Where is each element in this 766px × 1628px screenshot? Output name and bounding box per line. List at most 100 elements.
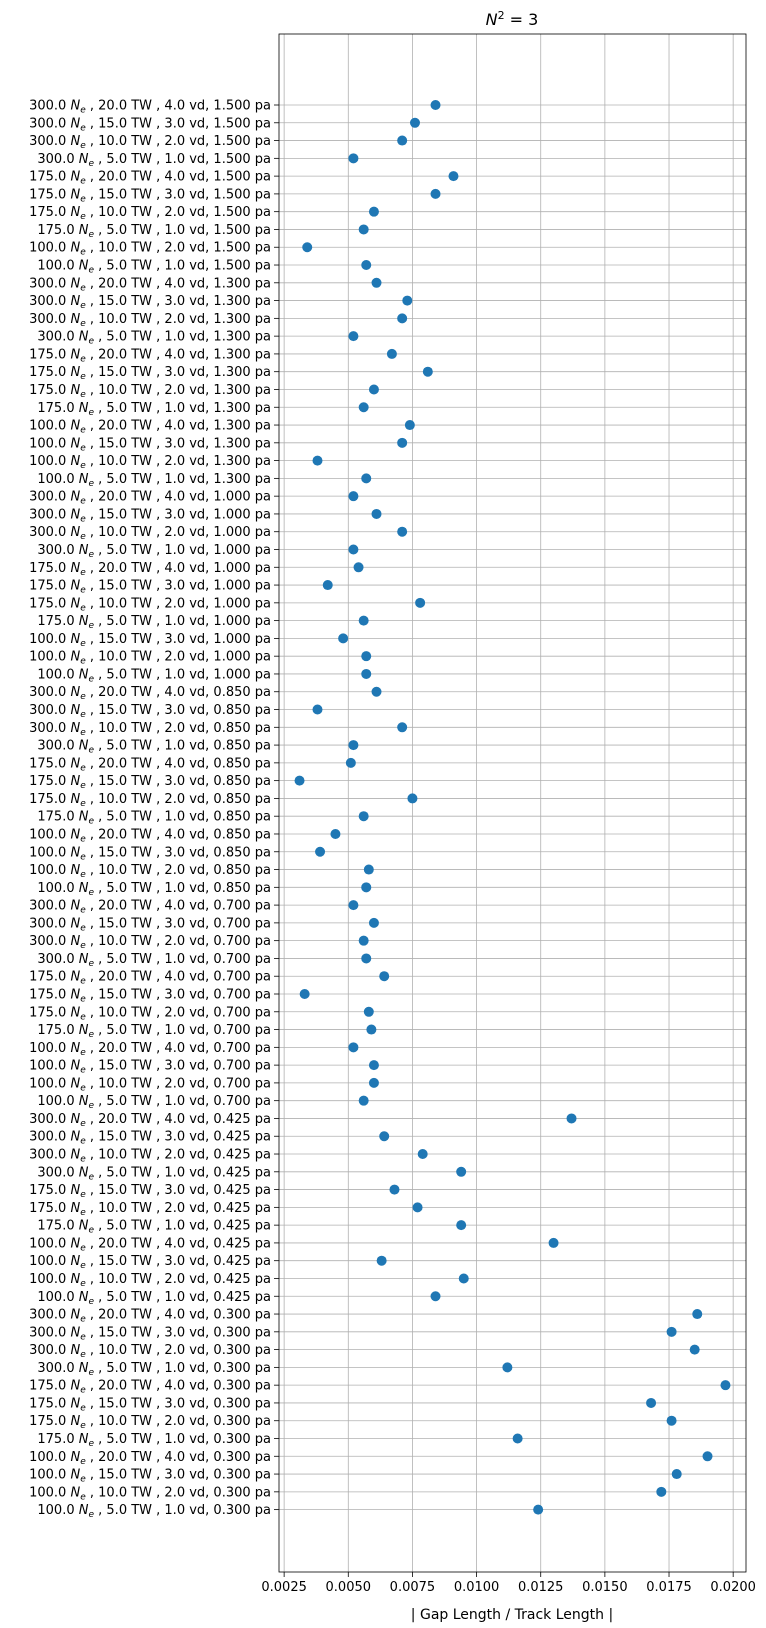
data-point — [312, 455, 323, 466]
x-axis-label: | Gap Length / Track Length | — [411, 1607, 613, 1623]
data-point — [361, 473, 372, 484]
y-tick-label: 300.0 Ne , 10.0 TW , 2.0 vd, 0.300 pa — [29, 1343, 271, 1360]
data-point — [430, 1291, 441, 1302]
y-tick-label: 100.0 Ne , 5.0 TW , 1.0 vd, 0.425 pa — [37, 1290, 271, 1307]
y-tick-label: 100.0 Ne , 5.0 TW , 1.0 vd, 0.850 pa — [37, 881, 271, 898]
y-tick-label: 100.0 Ne , 15.0 TW , 3.0 vd, 0.300 pa — [29, 1468, 271, 1485]
y-tick-label: 300.0 Ne , 20.0 TW , 4.0 vd, 0.300 pa — [29, 1308, 271, 1325]
y-tick-label: 300.0 Ne , 10.0 TW , 2.0 vd, 0.700 pa — [29, 934, 271, 951]
y-tick-label: 175.0 Ne , 20.0 TW , 4.0 vd, 0.300 pa — [29, 1379, 271, 1396]
data-point — [294, 775, 305, 786]
chart-title: N2 = 3 — [486, 9, 539, 29]
data-point — [409, 117, 420, 128]
data-point — [371, 508, 382, 519]
y-tick-label: 300.0 Ne , 10.0 TW , 2.0 vd, 0.850 pa — [29, 721, 271, 738]
y-tick-label: 100.0 Ne , 20.0 TW , 4.0 vd, 0.700 pa — [29, 1041, 271, 1058]
y-tick-label: 100.0 Ne , 20.0 TW , 4.0 vd, 1.300 pa — [29, 419, 271, 436]
y-tick-label: 300.0 Ne , 15.0 TW , 3.0 vd, 0.850 pa — [29, 703, 271, 720]
data-point — [358, 224, 369, 235]
data-point — [430, 188, 441, 199]
y-tick-label: 100.0 Ne , 15.0 TW , 3.0 vd, 1.300 pa — [29, 436, 271, 453]
y-tick-label: 175.0 Ne , 15.0 TW , 3.0 vd, 1.300 pa — [29, 365, 271, 382]
data-point — [386, 348, 397, 359]
data-point — [376, 1255, 387, 1266]
y-tick-label: 300.0 Ne , 20.0 TW , 4.0 vd, 0.425 pa — [29, 1112, 271, 1129]
x-tick-label: 0.0025 — [261, 1580, 307, 1595]
x-tick-label: 0.0150 — [582, 1580, 628, 1595]
data-point — [407, 793, 418, 804]
y-tick-label: 300.0 Ne , 5.0 TW , 1.0 vd, 1.500 pa — [37, 152, 271, 169]
data-point — [402, 295, 413, 306]
data-point — [348, 544, 359, 555]
data-point — [702, 1451, 713, 1462]
data-point — [361, 668, 372, 679]
data-point — [646, 1397, 657, 1408]
data-point — [397, 526, 408, 537]
y-tick-label: 300.0 Ne , 5.0 TW , 1.0 vd, 0.850 pa — [37, 739, 271, 756]
data-point — [358, 615, 369, 626]
y-tick-label: 175.0 Ne , 20.0 TW , 4.0 vd, 1.000 pa — [29, 561, 271, 578]
y-tick-label: 100.0 Ne , 15.0 TW , 3.0 vd, 0.425 pa — [29, 1254, 271, 1271]
data-point — [666, 1415, 677, 1426]
data-point — [371, 686, 382, 697]
y-tick-label: 300.0 Ne , 10.0 TW , 2.0 vd, 0.425 pa — [29, 1148, 271, 1165]
data-point — [566, 1113, 577, 1124]
data-point — [397, 135, 408, 146]
y-tick-label: 175.0 Ne , 10.0 TW , 2.0 vd, 1.300 pa — [29, 383, 271, 400]
data-point — [315, 846, 326, 857]
y-tick-label: 300.0 Ne , 10.0 TW , 2.0 vd, 1.000 pa — [29, 525, 271, 542]
x-tick-label: 0.0175 — [646, 1580, 692, 1595]
data-point — [448, 171, 459, 182]
y-tick-label: 175.0 Ne , 15.0 TW , 3.0 vd, 0.850 pa — [29, 774, 271, 791]
y-tick-label: 100.0 Ne , 10.0 TW , 2.0 vd, 1.000 pa — [29, 650, 271, 667]
y-tick-label: 175.0 Ne , 5.0 TW , 1.0 vd, 1.500 pa — [37, 223, 271, 240]
y-tick-label: 300.0 Ne , 5.0 TW , 1.0 vd, 0.425 pa — [37, 1165, 271, 1182]
y-tick-label: 100.0 Ne , 5.0 TW , 1.0 vd, 1.300 pa — [37, 472, 271, 489]
data-point — [299, 989, 310, 999]
y-tick-label: 300.0 Ne , 15.0 TW , 3.0 vd, 0.700 pa — [29, 916, 271, 933]
data-point — [415, 597, 426, 608]
data-point — [389, 1184, 400, 1195]
data-point — [412, 1202, 423, 1213]
data-point — [353, 562, 364, 573]
data-point — [361, 260, 372, 271]
y-tick-label: 175.0 Ne , 20.0 TW , 4.0 vd, 0.700 pa — [29, 970, 271, 987]
data-point — [368, 1077, 379, 1088]
x-tick-label: 0.0200 — [710, 1580, 756, 1595]
y-tick-label: 300.0 Ne , 15.0 TW , 3.0 vd, 0.300 pa — [29, 1325, 271, 1342]
data-point — [397, 437, 408, 448]
data-point — [345, 757, 356, 768]
y-tick-label: 100.0 Ne , 5.0 TW , 1.0 vd, 0.700 pa — [37, 1094, 271, 1111]
data-point — [548, 1237, 559, 1248]
title-rest: = 3 — [505, 10, 539, 29]
data-point — [302, 242, 313, 253]
y-tick-label: 300.0 Ne , 15.0 TW , 3.0 vd, 1.000 pa — [29, 507, 271, 524]
data-point — [338, 633, 349, 644]
data-point — [358, 811, 369, 822]
y-tick-label: 100.0 Ne , 10.0 TW , 2.0 vd, 1.500 pa — [29, 241, 271, 258]
y-tick-label: 100.0 Ne , 10.0 TW , 2.0 vd, 1.300 pa — [29, 454, 271, 471]
data-point — [371, 277, 382, 288]
y-tick-label: 175.0 Ne , 20.0 TW , 4.0 vd, 1.500 pa — [29, 170, 271, 187]
data-point — [656, 1486, 667, 1497]
y-tick-label: 300.0 Ne , 5.0 TW , 1.0 vd, 1.300 pa — [37, 330, 271, 347]
data-point — [363, 864, 374, 875]
data-point — [430, 100, 441, 110]
data-point — [422, 366, 433, 377]
data-point — [312, 704, 323, 715]
y-tick-label: 175.0 Ne , 15.0 TW , 3.0 vd, 1.000 pa — [29, 579, 271, 596]
data-point — [397, 313, 408, 324]
y-tick-label: 300.0 Ne , 15.0 TW , 3.0 vd, 1.300 pa — [29, 294, 271, 311]
y-tick-label: 300.0 Ne , 5.0 TW , 1.0 vd, 1.000 pa — [37, 543, 271, 560]
x-tick-labels: 0.0025 0.0050 0.0075 0.0100 0.0125 0.0150 0.01… — [261, 1580, 756, 1595]
data-point — [330, 828, 341, 839]
x-tick-label: 0.0075 — [390, 1580, 436, 1595]
y-tick-label: 175.0 Ne , 10.0 TW , 2.0 vd, 1.500 pa — [29, 205, 271, 222]
data-point — [368, 384, 379, 395]
y-tick-label: 300.0 Ne , 10.0 TW , 2.0 vd, 1.300 pa — [29, 312, 271, 329]
data-point — [348, 1042, 359, 1053]
plot-frame — [278, 33, 747, 1573]
y-tick-label: 175.0 Ne , 15.0 TW , 3.0 vd, 1.500 pa — [29, 187, 271, 204]
y-tick-label: 100.0 Ne , 10.0 TW , 2.0 vd, 0.425 pa — [29, 1272, 271, 1289]
data-point — [348, 740, 359, 751]
